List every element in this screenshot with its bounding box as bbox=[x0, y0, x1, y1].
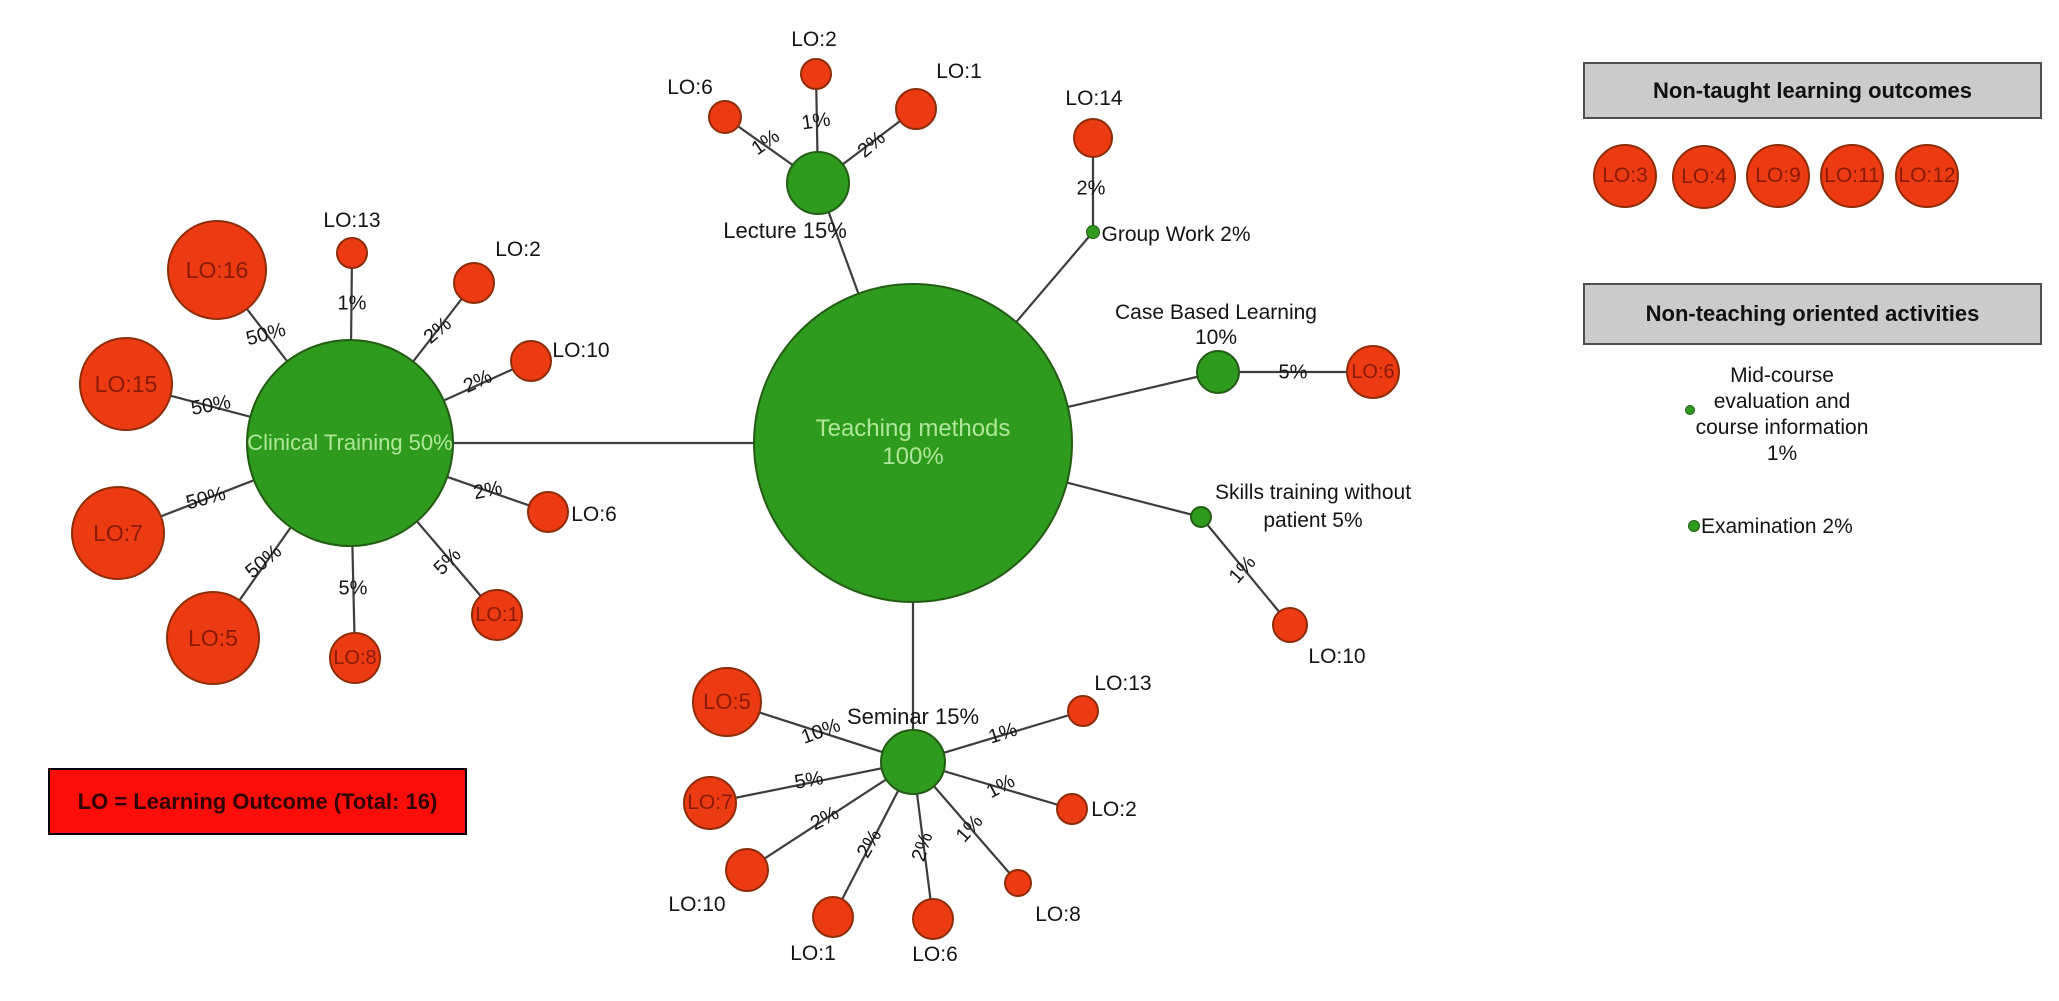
clinical-training-label: Clinical Training 50% bbox=[247, 430, 453, 456]
clinical-lo10-label: LO:10 bbox=[552, 339, 610, 362]
seminar-lo10-label: LO:10 bbox=[668, 893, 726, 916]
seminar-circle bbox=[880, 729, 946, 795]
seminar-lo7-circle: LO:7 bbox=[683, 776, 737, 830]
seminar-lo10-circle bbox=[725, 848, 769, 892]
lecture-lo1-label: LO:1 bbox=[936, 60, 982, 83]
seminar-lo13-circle bbox=[1067, 695, 1099, 727]
seminar-lo8-circle bbox=[1004, 869, 1032, 897]
clinical-lo10-circle bbox=[510, 340, 552, 382]
lecture-lo2-label: LO:2 bbox=[791, 28, 837, 51]
edge-label-seminar--seminar-lo7: 5% bbox=[792, 767, 826, 794]
clinical-lo8-circle: LO:8 bbox=[329, 632, 381, 684]
skills-lo10-circle bbox=[1272, 607, 1308, 643]
lecture-label: Lecture 15% bbox=[723, 218, 847, 243]
teaching-methods-label: Teaching methods 100% bbox=[815, 415, 1011, 470]
legend-lo4-circle: LO:4 bbox=[1672, 145, 1736, 209]
lecture-lo2-circle bbox=[800, 58, 832, 90]
lecture-lo1-circle bbox=[895, 88, 937, 130]
legend-non-teaching-title: Non-teaching oriented activities bbox=[1645, 301, 1980, 326]
clinical-lo2-label: LO:2 bbox=[495, 238, 541, 261]
edge-label-group-work--group-work-lo14: 2% bbox=[1076, 177, 1106, 200]
edge-skills-training--skills-lo10 bbox=[1200, 516, 1291, 626]
case-based-learning-circle bbox=[1196, 350, 1240, 394]
legend-lo9-circle: LO:9 bbox=[1746, 144, 1810, 208]
skills-label: Skills training without patient 5% bbox=[1214, 481, 1412, 532]
seminar-lo13-label: LO:13 bbox=[1094, 672, 1152, 695]
seminar-lo6-label: LO:6 bbox=[912, 943, 958, 966]
seminar-lo1-circle bbox=[812, 896, 854, 938]
clinical-lo1-circle: LO:1 bbox=[471, 589, 523, 641]
legend-non-teaching-header: Non-teaching oriented activities bbox=[1583, 283, 2042, 345]
group-work-circle bbox=[1086, 225, 1100, 239]
edge-label-case-based-learning--case-based-lo6: 5% bbox=[1278, 361, 1308, 384]
skills-lo10-label: LO:10 bbox=[1308, 645, 1366, 668]
edge-label-clinical-training--clinical-lo8: 5% bbox=[338, 577, 368, 600]
clinical-lo5-circle: LO:5 bbox=[166, 591, 260, 685]
legend-lo11-circle: LO:11 bbox=[1820, 144, 1884, 208]
edge-seminar--seminar-lo7 bbox=[709, 760, 914, 805]
seminar-label: Seminar 15% bbox=[846, 704, 980, 729]
edge-label-lecture--lecture-lo2: 1% bbox=[800, 108, 832, 135]
clinical-lo16-circle: LO:16 bbox=[167, 220, 267, 320]
clinical-lo2-circle bbox=[453, 262, 495, 304]
clinical-training-circle: Clinical Training 50% bbox=[246, 339, 454, 547]
case-based-lo6-circle: LO:6 bbox=[1346, 345, 1400, 399]
legend-lo12-circle: LO:12 bbox=[1895, 144, 1959, 208]
group-work-lo14-label: LO:14 bbox=[1065, 87, 1123, 110]
clinical-lo13-label: LO:13 bbox=[323, 209, 381, 232]
examination-label: Examination 2% bbox=[1701, 515, 1853, 538]
edge-label-clinical-training--clinical-lo13: 1% bbox=[337, 292, 367, 315]
lecture-lo6-label: LO:6 bbox=[667, 76, 713, 99]
lecture-circle bbox=[786, 151, 850, 215]
group-work-lo14-circle bbox=[1073, 118, 1113, 158]
seminar-lo1-label: LO:1 bbox=[790, 942, 836, 965]
mid-course-dot-circle bbox=[1685, 405, 1695, 415]
seminar-lo5-circle: LO:5 bbox=[692, 667, 762, 737]
seminar-lo2-circle bbox=[1056, 793, 1088, 825]
legend-non-taught-title: Non-taught learning outcomes bbox=[1653, 77, 1972, 103]
clinical-lo6-label: LO:6 bbox=[571, 503, 617, 526]
clinical-lo15-circle: LO:15 bbox=[79, 337, 173, 431]
mid-course-label: Mid-course evaluation and course informati… bbox=[1695, 364, 1869, 465]
legend-non-taught-header: Non-taught learning outcomes bbox=[1583, 62, 2042, 119]
case-based-label: Case Based Learning 10% bbox=[1115, 301, 1317, 349]
lo-abbreviation-note-text: LO = Learning Outcome (Total: 16) bbox=[77, 788, 438, 814]
group-work-label: Group Work 2% bbox=[1101, 223, 1251, 246]
teaching-methods-circle: Teaching methods 100% bbox=[753, 283, 1073, 603]
clinical-lo7-circle: LO:7 bbox=[71, 486, 165, 580]
lo-abbreviation-note: LO = Learning Outcome (Total: 16) bbox=[48, 768, 467, 835]
seminar-lo6-circle bbox=[912, 898, 954, 940]
lecture-lo6-circle bbox=[708, 100, 742, 134]
clinical-lo13-circle bbox=[336, 237, 368, 269]
legend-lo3-circle: LO:3 bbox=[1593, 144, 1657, 208]
seminar-lo8-label: LO:8 bbox=[1035, 903, 1081, 926]
clinical-lo6-circle bbox=[527, 491, 569, 533]
examination-dot-circle bbox=[1688, 520, 1700, 532]
seminar-lo2-label: LO:2 bbox=[1091, 798, 1137, 821]
skills-training-circle bbox=[1190, 506, 1212, 528]
